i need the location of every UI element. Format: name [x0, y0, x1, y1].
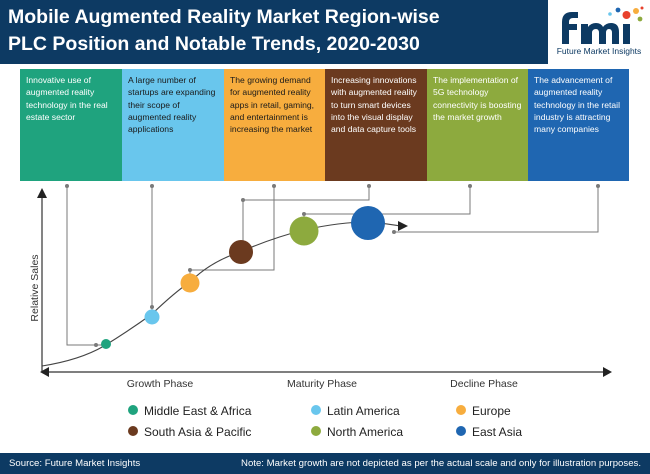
- connector-east-asia: [394, 186, 599, 233]
- y-axis-arrowhead: [37, 188, 47, 198]
- trend-box-middle-east-africa: Innovative use of augmented reality tech…: [20, 69, 122, 181]
- page-title: Mobile Augmented Reality Market Region-w…: [8, 4, 528, 58]
- marker-south-asia-pacific: [229, 240, 253, 264]
- phase-maturity: Maturity Phase: [287, 378, 357, 390]
- marker-middle-east-africa: [101, 339, 111, 349]
- legend-item-latin-america: Latin America: [311, 403, 400, 419]
- connector-endpoints: [65, 184, 600, 347]
- marker-north-america: [289, 216, 319, 246]
- y-axis-label: Relative Sales: [29, 254, 41, 321]
- marker-latin-america: [144, 309, 160, 325]
- header: Mobile Augmented Reality Market Region-w…: [0, 0, 650, 64]
- legend-item-middle-east-africa: Middle East & Africa: [128, 403, 251, 419]
- legend-dot: [456, 404, 466, 415]
- phase-labels: Growth Phase Maturity Phase Decline Phas…: [127, 378, 518, 390]
- trend-box-latin-america: A large number of startups are expanding…: [122, 69, 224, 181]
- title-line-2: PLC Position and Notable Trends, 2020-20…: [8, 33, 420, 55]
- legend-dot: [128, 425, 138, 436]
- note-text: Note: Market growth are not depicted as …: [241, 458, 641, 469]
- marker-east-asia: [351, 206, 385, 240]
- curve-arrowhead: [398, 221, 408, 231]
- connector-europe: [189, 186, 275, 283]
- trend-box-south-asia-pacific: Increasing innovations with augmented re…: [325, 69, 427, 181]
- connector-middle-east-africa: [66, 186, 106, 346]
- title-bar: Mobile Augmented Reality Market Region-w…: [0, 0, 548, 64]
- legend-dot: [128, 404, 138, 415]
- trend-box-europe: The growing demand for augmented reality…: [224, 69, 325, 181]
- phase-growth: Growth Phase: [127, 378, 194, 390]
- source-text: Source: Future Market Insights: [9, 458, 141, 469]
- footer: Source: Future Market Insights Note: Mar…: [0, 453, 650, 474]
- x-axis-right-arrowhead: [603, 367, 612, 377]
- legend-item-east-asia: East Asia: [456, 424, 522, 440]
- legend-item-south-asia-pacific: South Asia & Pacific: [128, 424, 251, 440]
- phase-decline: Decline Phase: [450, 378, 518, 390]
- legend-item-north-america: North America: [311, 424, 403, 440]
- marker-europe: [180, 273, 200, 293]
- trend-boxes: Innovative use of augmented reality tech…: [20, 69, 629, 181]
- logo-text: Future Market Insights: [556, 46, 642, 56]
- plc-diagram: Relative Sales Growth Phase Maturity Pha…: [29, 184, 612, 390]
- connector-south-asia-pacific: [243, 186, 370, 201]
- legend-dot: [311, 404, 321, 415]
- trend-box-north-america: The implementation of 5G technology conn…: [427, 69, 528, 181]
- trend-box-east-asia: The advancement of augmented reality tec…: [528, 69, 629, 181]
- legend-dot: [456, 425, 466, 436]
- legend-item-europe: Europe: [456, 403, 511, 419]
- title-line-1: Mobile Augmented Reality Market Region-w…: [8, 6, 440, 28]
- fmi-logo: Future Market Insights: [552, 4, 646, 60]
- fmi-logo-icon: [562, 6, 644, 44]
- legend-dot: [311, 425, 321, 436]
- x-axis-left-arrowhead: [40, 367, 49, 377]
